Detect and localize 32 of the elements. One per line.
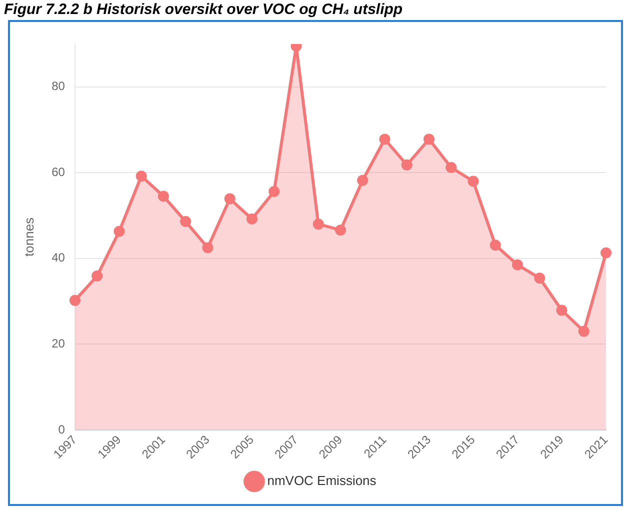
y-axis-title: tonnes <box>21 216 36 256</box>
point <box>180 216 192 228</box>
point <box>534 272 546 284</box>
legend-label: nmVOC Emissions <box>267 473 377 488</box>
point <box>136 170 147 182</box>
point <box>468 176 479 187</box>
point <box>600 247 612 258</box>
chart-title: Figur 7.2.2 b Historisk oversikt over VOC og CH₄ utslipp <box>3 0 404 20</box>
point <box>446 162 457 173</box>
point <box>578 326 590 337</box>
point <box>268 186 280 198</box>
point <box>69 294 80 306</box>
point <box>490 240 501 251</box>
point <box>379 134 390 145</box>
point <box>357 174 368 186</box>
point <box>158 190 169 202</box>
point <box>401 159 412 170</box>
point <box>246 213 258 224</box>
point <box>92 270 103 282</box>
point <box>202 242 214 254</box>
point <box>423 134 434 145</box>
y-tick-label: 60 <box>52 164 66 179</box>
y-tick-label: 0 <box>58 422 66 436</box>
point <box>556 304 568 316</box>
y-tick-label: 20 <box>52 336 66 350</box>
point <box>114 226 125 237</box>
y-tick-label: 40 <box>52 250 66 265</box>
point <box>312 218 324 230</box>
point <box>224 193 236 204</box>
y-tick-label: 80 <box>52 79 66 94</box>
point <box>512 259 523 270</box>
point <box>334 224 346 236</box>
